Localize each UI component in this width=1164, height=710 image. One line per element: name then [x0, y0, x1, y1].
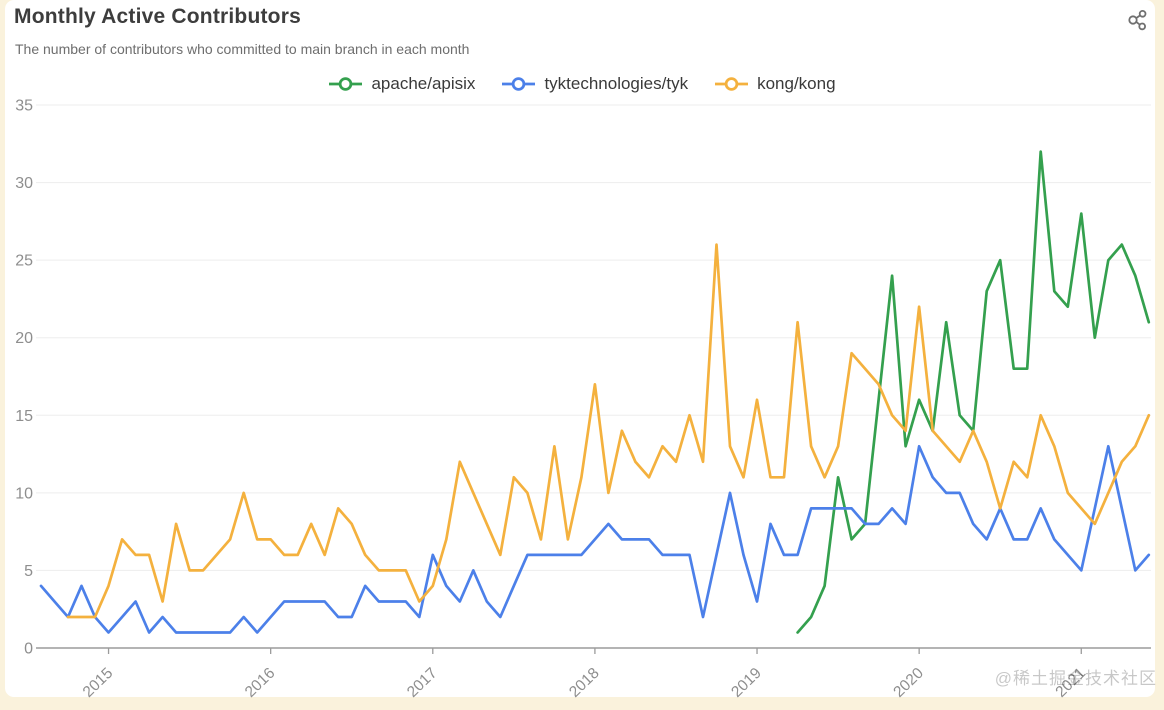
- legend-marker-apache-apisix: [329, 77, 363, 91]
- y-axis-label: 10: [15, 485, 33, 502]
- x-axis-label: 2015: [80, 665, 117, 701]
- x-axis-label: 2016: [242, 665, 279, 701]
- legend-label: apache/apisix: [371, 74, 476, 93]
- series-line-tyktechnologies-tyk[interactable]: [39, 444, 1151, 634]
- y-axis-label: 30: [15, 175, 33, 192]
- y-axis-label: 5: [24, 563, 33, 580]
- watermark: @稀土掘金技术社区: [994, 669, 1157, 688]
- chart-card: [5, 0, 1155, 697]
- y-axis: 0 5 10 15 20 25 30 35: [15, 98, 33, 658]
- series-line-apache-apisix[interactable]: [796, 150, 1151, 634]
- x-axis-label: 2019: [728, 665, 765, 701]
- x-axis-label: 2017: [404, 665, 441, 701]
- x-axis-label: 2018: [566, 665, 603, 701]
- y-axis-label: 20: [15, 330, 33, 347]
- series-line-kong-kong[interactable]: [66, 243, 1151, 619]
- legend-marker-tyktechnologies-tyk: [502, 77, 536, 91]
- y-axis-label: 25: [15, 253, 33, 270]
- y-axis-label: 15: [15, 408, 33, 425]
- share-icon[interactable]: [1125, 7, 1150, 33]
- share-nodes-icon: [1128, 10, 1147, 31]
- y-axis-label: 0: [24, 641, 33, 658]
- legend-item-tyktechnologies-tyk[interactable]: tyktechnologies/tyk: [501, 74, 688, 94]
- legend-marker-kong-kong: [715, 77, 749, 91]
- chart-subtitle: The number of contributors who committed…: [15, 41, 470, 57]
- legend-item-kong-kong[interactable]: kong/kong: [714, 74, 836, 94]
- legend-item-apache-apisix[interactable]: apache/apisix: [328, 74, 475, 94]
- legend-label: kong/kong: [757, 74, 836, 93]
- x-axis-label: 2020: [890, 664, 927, 700]
- chart-title: Monthly Active Contributors: [14, 5, 301, 28]
- chart-legend: apache/apisix tyktechnologies/tyk kong/kon…: [0, 74, 1164, 94]
- x-axis: 2015 2016 2017 2018 2019 2020 2021: [36, 647, 1151, 701]
- gridlines: [36, 104, 1151, 571]
- y-axis-label: 35: [15, 98, 33, 115]
- legend-label: tyktechnologies/tyk: [544, 74, 689, 93]
